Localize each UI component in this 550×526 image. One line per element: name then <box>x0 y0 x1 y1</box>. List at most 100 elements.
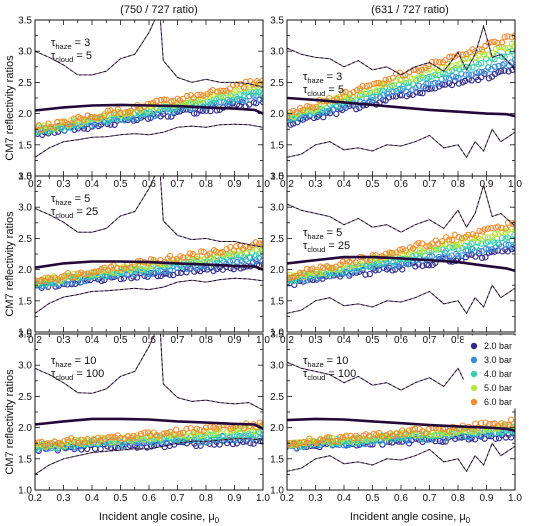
model-point <box>431 244 439 252</box>
model-point <box>363 82 370 90</box>
model-point <box>425 62 432 70</box>
model-point <box>507 434 515 441</box>
model-point <box>392 85 399 92</box>
model-point <box>183 265 190 272</box>
model-point <box>498 234 506 242</box>
model-point <box>64 269 72 277</box>
model-point <box>193 425 201 432</box>
model-point <box>382 250 390 257</box>
model-point <box>187 424 194 432</box>
panel-2-0: 0.2 0.3 0.4 0.5 0.6 0.7 0.8 0.9 1.0 1.0 1.5 2.0 2.5 3… <box>18 330 270 505</box>
model-point <box>477 419 485 427</box>
model-point <box>216 425 223 433</box>
model-point <box>432 58 439 65</box>
model-point <box>429 253 436 260</box>
model-point <box>246 93 253 100</box>
model-point <box>259 240 263 247</box>
tau-cloud-annotation: τcloud = 5 <box>303 84 344 98</box>
lower-envelope-dash <box>35 123 263 158</box>
legend-label: 3.0 bar <box>484 355 512 365</box>
model-point <box>456 61 463 68</box>
x-tick-label: 0.4 <box>337 493 351 504</box>
model-point <box>252 252 260 259</box>
model-point <box>403 80 410 87</box>
x-tick-label: 0.8 <box>451 179 465 190</box>
model-point <box>127 107 134 115</box>
model-point <box>333 438 340 445</box>
x-tick-label: 0.5 <box>114 335 128 346</box>
model-point <box>412 251 420 258</box>
model-point <box>382 97 389 104</box>
model-point <box>481 52 488 59</box>
model-point <box>247 440 254 447</box>
model-point <box>383 90 391 97</box>
model-point <box>107 110 115 118</box>
legend-label: 2.0 bar <box>484 341 512 351</box>
upper-envelope-dash <box>287 183 515 233</box>
model-point <box>51 275 59 282</box>
model-point <box>120 275 128 282</box>
model-point <box>511 221 515 228</box>
model-point <box>373 80 380 87</box>
model-point <box>393 430 400 437</box>
model-point <box>153 432 160 439</box>
model-point <box>491 63 498 70</box>
model-point <box>458 239 465 246</box>
model-point <box>362 271 369 278</box>
model-point <box>98 277 105 285</box>
model-point <box>176 97 184 104</box>
x-tick-label: 0.9 <box>480 493 494 504</box>
panel-0-1: 0.2 0.3 0.4 0.5 0.6 0.7 0.8 0.9 1.01.01.52.02.53… <box>270 16 522 191</box>
model-point <box>41 280 48 287</box>
y-tick-label: 2.0 <box>270 265 284 276</box>
mean-observed-line <box>35 260 263 271</box>
lower-envelope-dash <box>35 277 263 314</box>
mean-observed-line <box>287 255 515 273</box>
model-point <box>425 431 433 439</box>
model-point <box>197 91 204 98</box>
y-tick-label: 3.0 <box>18 203 32 214</box>
model-point <box>481 226 488 233</box>
model-point <box>80 116 87 123</box>
model-point <box>383 434 390 441</box>
x-tick-label: 0.6 <box>142 179 156 190</box>
y-tick-label: 1.5 <box>18 140 32 151</box>
model-point <box>309 265 316 272</box>
tau-cloud-annotation: τcloud = 100 <box>51 368 104 382</box>
model-point <box>372 437 379 444</box>
x-axis-label-right: Incident angle cosine, μ0 <box>350 511 471 525</box>
model-point <box>167 109 174 116</box>
y-tick-label: 3.5 <box>270 16 284 27</box>
tau-cloud-annotation: τcloud = 25 <box>303 240 350 254</box>
x-tick-label: 1.0 <box>508 493 522 504</box>
model-point <box>491 239 498 246</box>
x-tick-label: 0.5 <box>366 335 380 346</box>
model-point <box>64 436 71 444</box>
model-point <box>497 67 505 75</box>
model-point <box>70 273 78 281</box>
model-point <box>415 239 422 247</box>
model-point <box>243 89 250 96</box>
model-point <box>511 56 515 64</box>
model-point <box>377 433 384 440</box>
model-point <box>475 68 483 75</box>
model-point <box>101 435 108 442</box>
model-point <box>413 75 420 82</box>
upper-envelope-line <box>35 20 263 88</box>
model-point <box>375 260 383 267</box>
model-point <box>133 432 141 439</box>
model-point <box>48 440 55 447</box>
model-point <box>210 267 217 275</box>
y-tick-label: 1.0 <box>270 172 284 183</box>
model-point <box>110 109 118 116</box>
model-point <box>202 424 210 431</box>
tau-haze-annotation: τhaze = 5 <box>51 193 90 207</box>
model-point <box>425 425 432 433</box>
model-point <box>75 439 82 447</box>
model-point <box>229 440 237 448</box>
panel-frame <box>34 333 264 491</box>
x-tick-label: 0.9 <box>228 179 242 190</box>
model-point <box>435 80 442 87</box>
model-point <box>35 124 38 132</box>
x-tick-label: 0.5 <box>114 493 128 504</box>
